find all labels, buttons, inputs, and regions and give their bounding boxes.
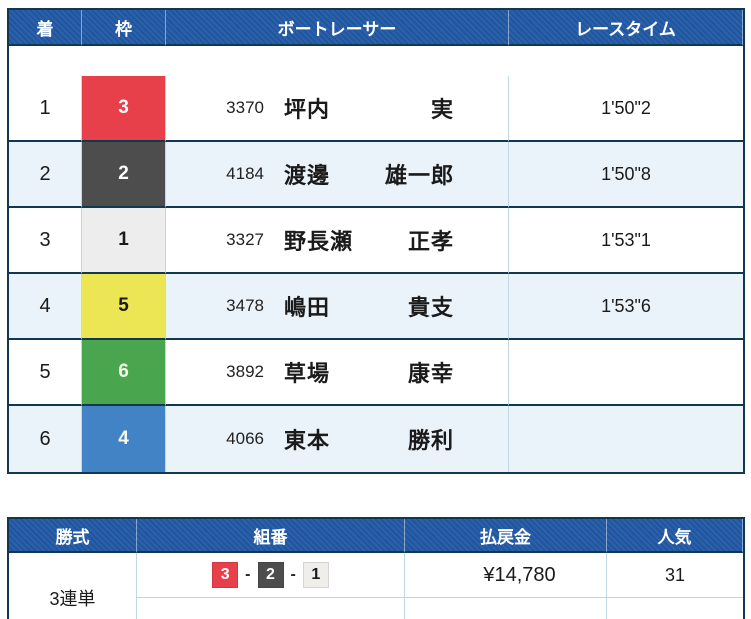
payout-amount: ¥14,780	[405, 553, 607, 598]
racer-cell: 3327 野長瀬 正孝	[166, 208, 509, 274]
racer-given-name: 実	[430, 97, 454, 122]
racer-surname: 野長瀬	[284, 229, 354, 254]
racer-name: 野長瀬 正孝	[284, 224, 454, 256]
frame-cell: 2	[82, 142, 166, 208]
race-results-table: 着 枠 ボートレーサー レースタイム 1 3 3370 坪内 実 1'50"2 …	[7, 8, 745, 474]
race-time	[509, 406, 743, 472]
header-rank: 着	[9, 10, 82, 46]
frame-cell: 5	[82, 274, 166, 340]
racer-given-name: 勝利	[407, 428, 454, 453]
rank-value: 1	[9, 76, 82, 142]
combination-separator: -	[290, 566, 296, 583]
racer-number: 3478	[226, 296, 264, 315]
racer-surname: 嶋田	[284, 295, 331, 320]
frame-badge: 4	[82, 406, 165, 472]
racer-number: 4184	[226, 164, 264, 183]
rank-value: 3	[9, 208, 82, 274]
empty-popularity-cell	[607, 598, 743, 619]
frame-badge: 3	[82, 76, 165, 140]
racer-given-name: 正孝	[407, 229, 454, 254]
racer-name: 嶋田 貴支	[284, 290, 454, 322]
header-combination: 組番	[137, 519, 405, 553]
race-time	[509, 340, 743, 406]
racer-cell: 4066 東本 勝利	[166, 406, 509, 472]
frame-cell: 3	[82, 76, 166, 142]
racer-cell: 4184 渡邊 雄一郎	[166, 142, 509, 208]
payout-table: 勝式 組番 払戻金 人気 3連単 3 - 2 - 1 ¥14,780 31	[7, 517, 745, 619]
frame-cell: 6	[82, 340, 166, 406]
rank-value: 2	[9, 142, 82, 208]
racer-surname: 東本	[284, 428, 331, 453]
race-time: 1'53"6	[509, 274, 743, 340]
racer-name: 草場 康幸	[284, 356, 454, 388]
frame-badge: 2	[82, 142, 165, 206]
racer-given-name: 雄一郎	[384, 163, 454, 188]
racer-cell: 3892 草場 康幸	[166, 340, 509, 406]
racer-name: 坪内 実	[284, 92, 454, 124]
race-time: 1'50"2	[509, 76, 743, 142]
empty-payout-cell	[405, 598, 607, 619]
race-time: 1'53"1	[509, 208, 743, 274]
header-frame: 枠	[82, 10, 166, 46]
header-popularity: 人気	[607, 519, 743, 553]
racer-given-name: 康幸	[407, 361, 454, 386]
bet-type-trifecta: 3連単	[9, 553, 137, 619]
combination-badge-3: 1	[302, 562, 329, 588]
combination-badge-2: 2	[257, 562, 284, 588]
racer-name: 渡邊 雄一郎	[284, 158, 454, 190]
racer-cell: 3370 坪内 実	[166, 76, 509, 142]
winning-combination: 3 - 2 - 1	[137, 553, 405, 598]
frame-badge: 6	[82, 340, 165, 404]
racer-number: 4066	[226, 429, 264, 448]
header-payout: 払戻金	[405, 519, 607, 553]
racer-surname: 坪内	[284, 97, 331, 122]
racer-number: 3892	[226, 362, 264, 381]
header-racetime: レースタイム	[509, 10, 743, 46]
racer-number: 3327	[226, 230, 264, 249]
combination-badge-1: 3	[212, 562, 239, 588]
race-time: 1'50"8	[509, 142, 743, 208]
empty-combination-cell	[137, 598, 405, 619]
frame-cell: 4	[82, 406, 166, 472]
popularity-value: 31	[607, 553, 743, 598]
racer-cell: 3478 嶋田 貴支	[166, 274, 509, 340]
racer-given-name: 貴支	[407, 295, 454, 320]
racer-number: 3370	[226, 98, 264, 117]
racer-name: 東本 勝利	[284, 423, 454, 455]
frame-badge: 5	[82, 274, 165, 338]
combination-separator: -	[245, 566, 251, 583]
rank-value: 5	[9, 340, 82, 406]
header-racer: ボートレーサー	[166, 10, 509, 46]
header-bet-type: 勝式	[9, 519, 137, 553]
rank-value: 6	[9, 406, 82, 472]
racer-surname: 草場	[284, 361, 331, 386]
racer-surname: 渡邊	[284, 163, 331, 188]
frame-cell: 1	[82, 208, 166, 274]
frame-badge: 1	[82, 208, 165, 272]
rank-value: 4	[9, 274, 82, 340]
